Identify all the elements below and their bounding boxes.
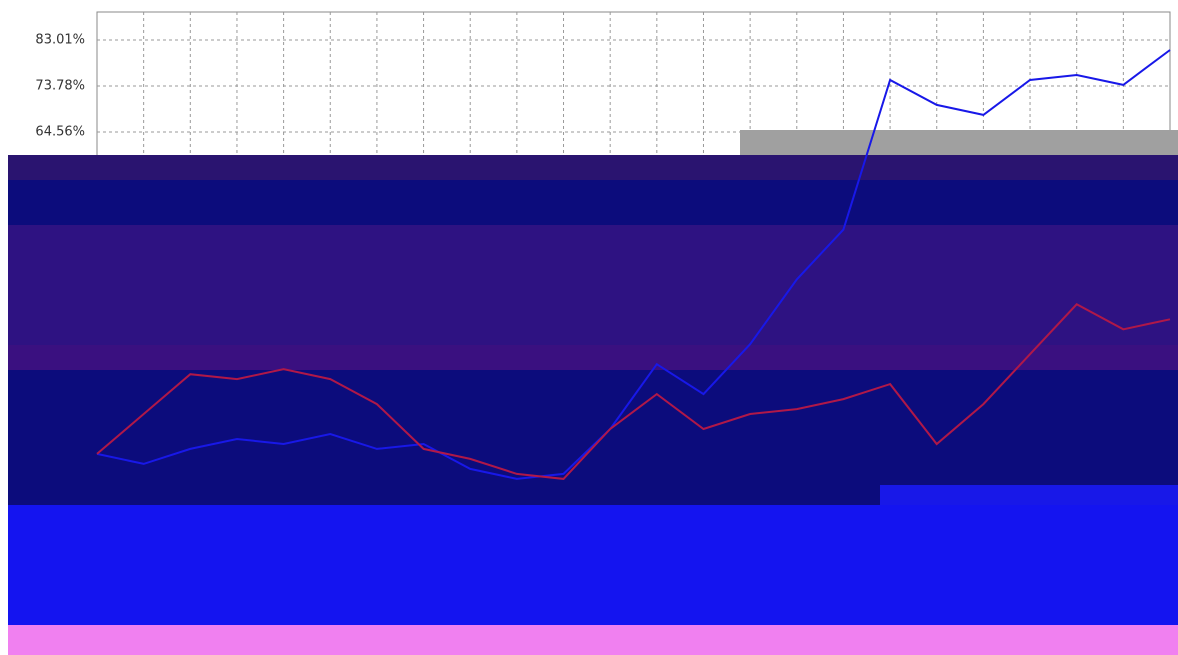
series-lines bbox=[96, 49, 1171, 480]
y-tick-label: 73.78% bbox=[35, 79, 85, 94]
y-tick-label: 64.56% bbox=[35, 125, 85, 140]
glitch-band bbox=[8, 505, 1178, 625]
glitch-band bbox=[8, 225, 1178, 345]
y-tick-label: 83.01% bbox=[35, 33, 85, 48]
glitch-band bbox=[880, 485, 1178, 505]
glitch-band bbox=[8, 345, 1178, 370]
glitch-band bbox=[8, 155, 1178, 180]
glitch-band bbox=[8, 625, 1178, 655]
series-line bbox=[96, 303, 1171, 480]
series-line bbox=[96, 49, 1171, 480]
glitch-overlay bbox=[8, 130, 1178, 655]
glitch-band bbox=[740, 130, 1178, 155]
